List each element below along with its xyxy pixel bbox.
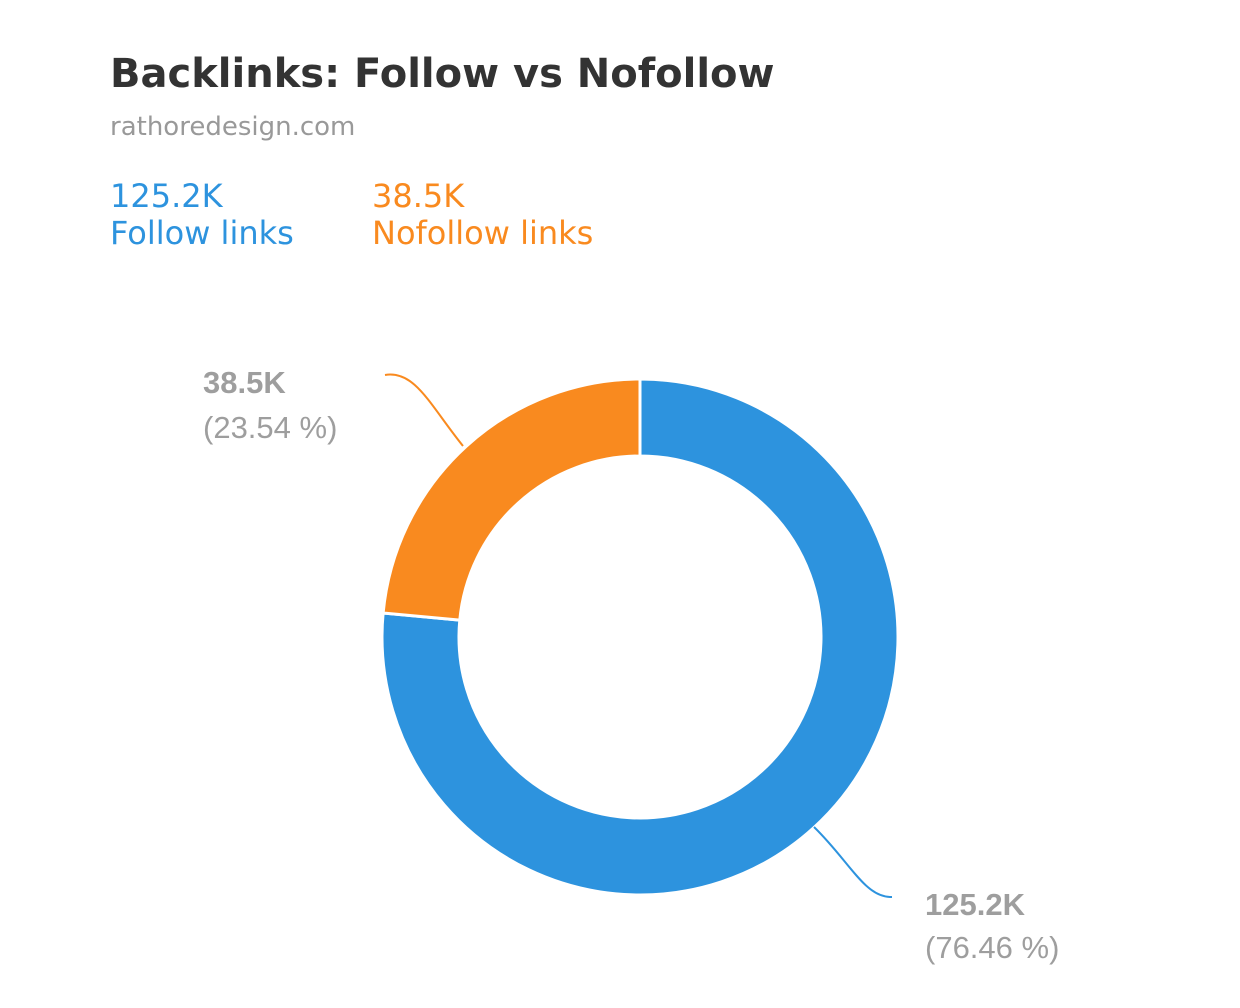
donut-slices [380, 377, 900, 897]
legend-label-nofollow-links: Nofollow links [372, 214, 594, 252]
donut-slice-follow-links[interactable] [380, 377, 900, 897]
chart-title: Backlinks: Follow vs Nofollow [110, 51, 775, 97]
legend-label-follow-links: Follow links [110, 214, 294, 252]
donut-slice-nofollow-links[interactable] [381, 377, 642, 622]
legend-value-nofollow-links: 38.5K [372, 177, 465, 215]
connector-line-follow-links [813, 826, 893, 899]
data-label-value-nofollow-links: 38.5K [203, 365, 286, 400]
data-label-value-follow-links: 125.2K [925, 887, 1026, 922]
legend-item-follow-links: 125.2K Follow links [110, 178, 294, 252]
connector-line-nofollow-links [384, 373, 464, 447]
legend-value-follow-links: 125.2K [110, 177, 223, 215]
chart-subtitle: rathoredesign.com [110, 112, 356, 142]
data-label-percent-follow-links: (76.46 %) [925, 930, 1059, 965]
legend-item-nofollow-links: 38.5K Nofollow links [372, 178, 593, 252]
data-label-percent-nofollow-links: (23.54 %) [203, 410, 337, 445]
